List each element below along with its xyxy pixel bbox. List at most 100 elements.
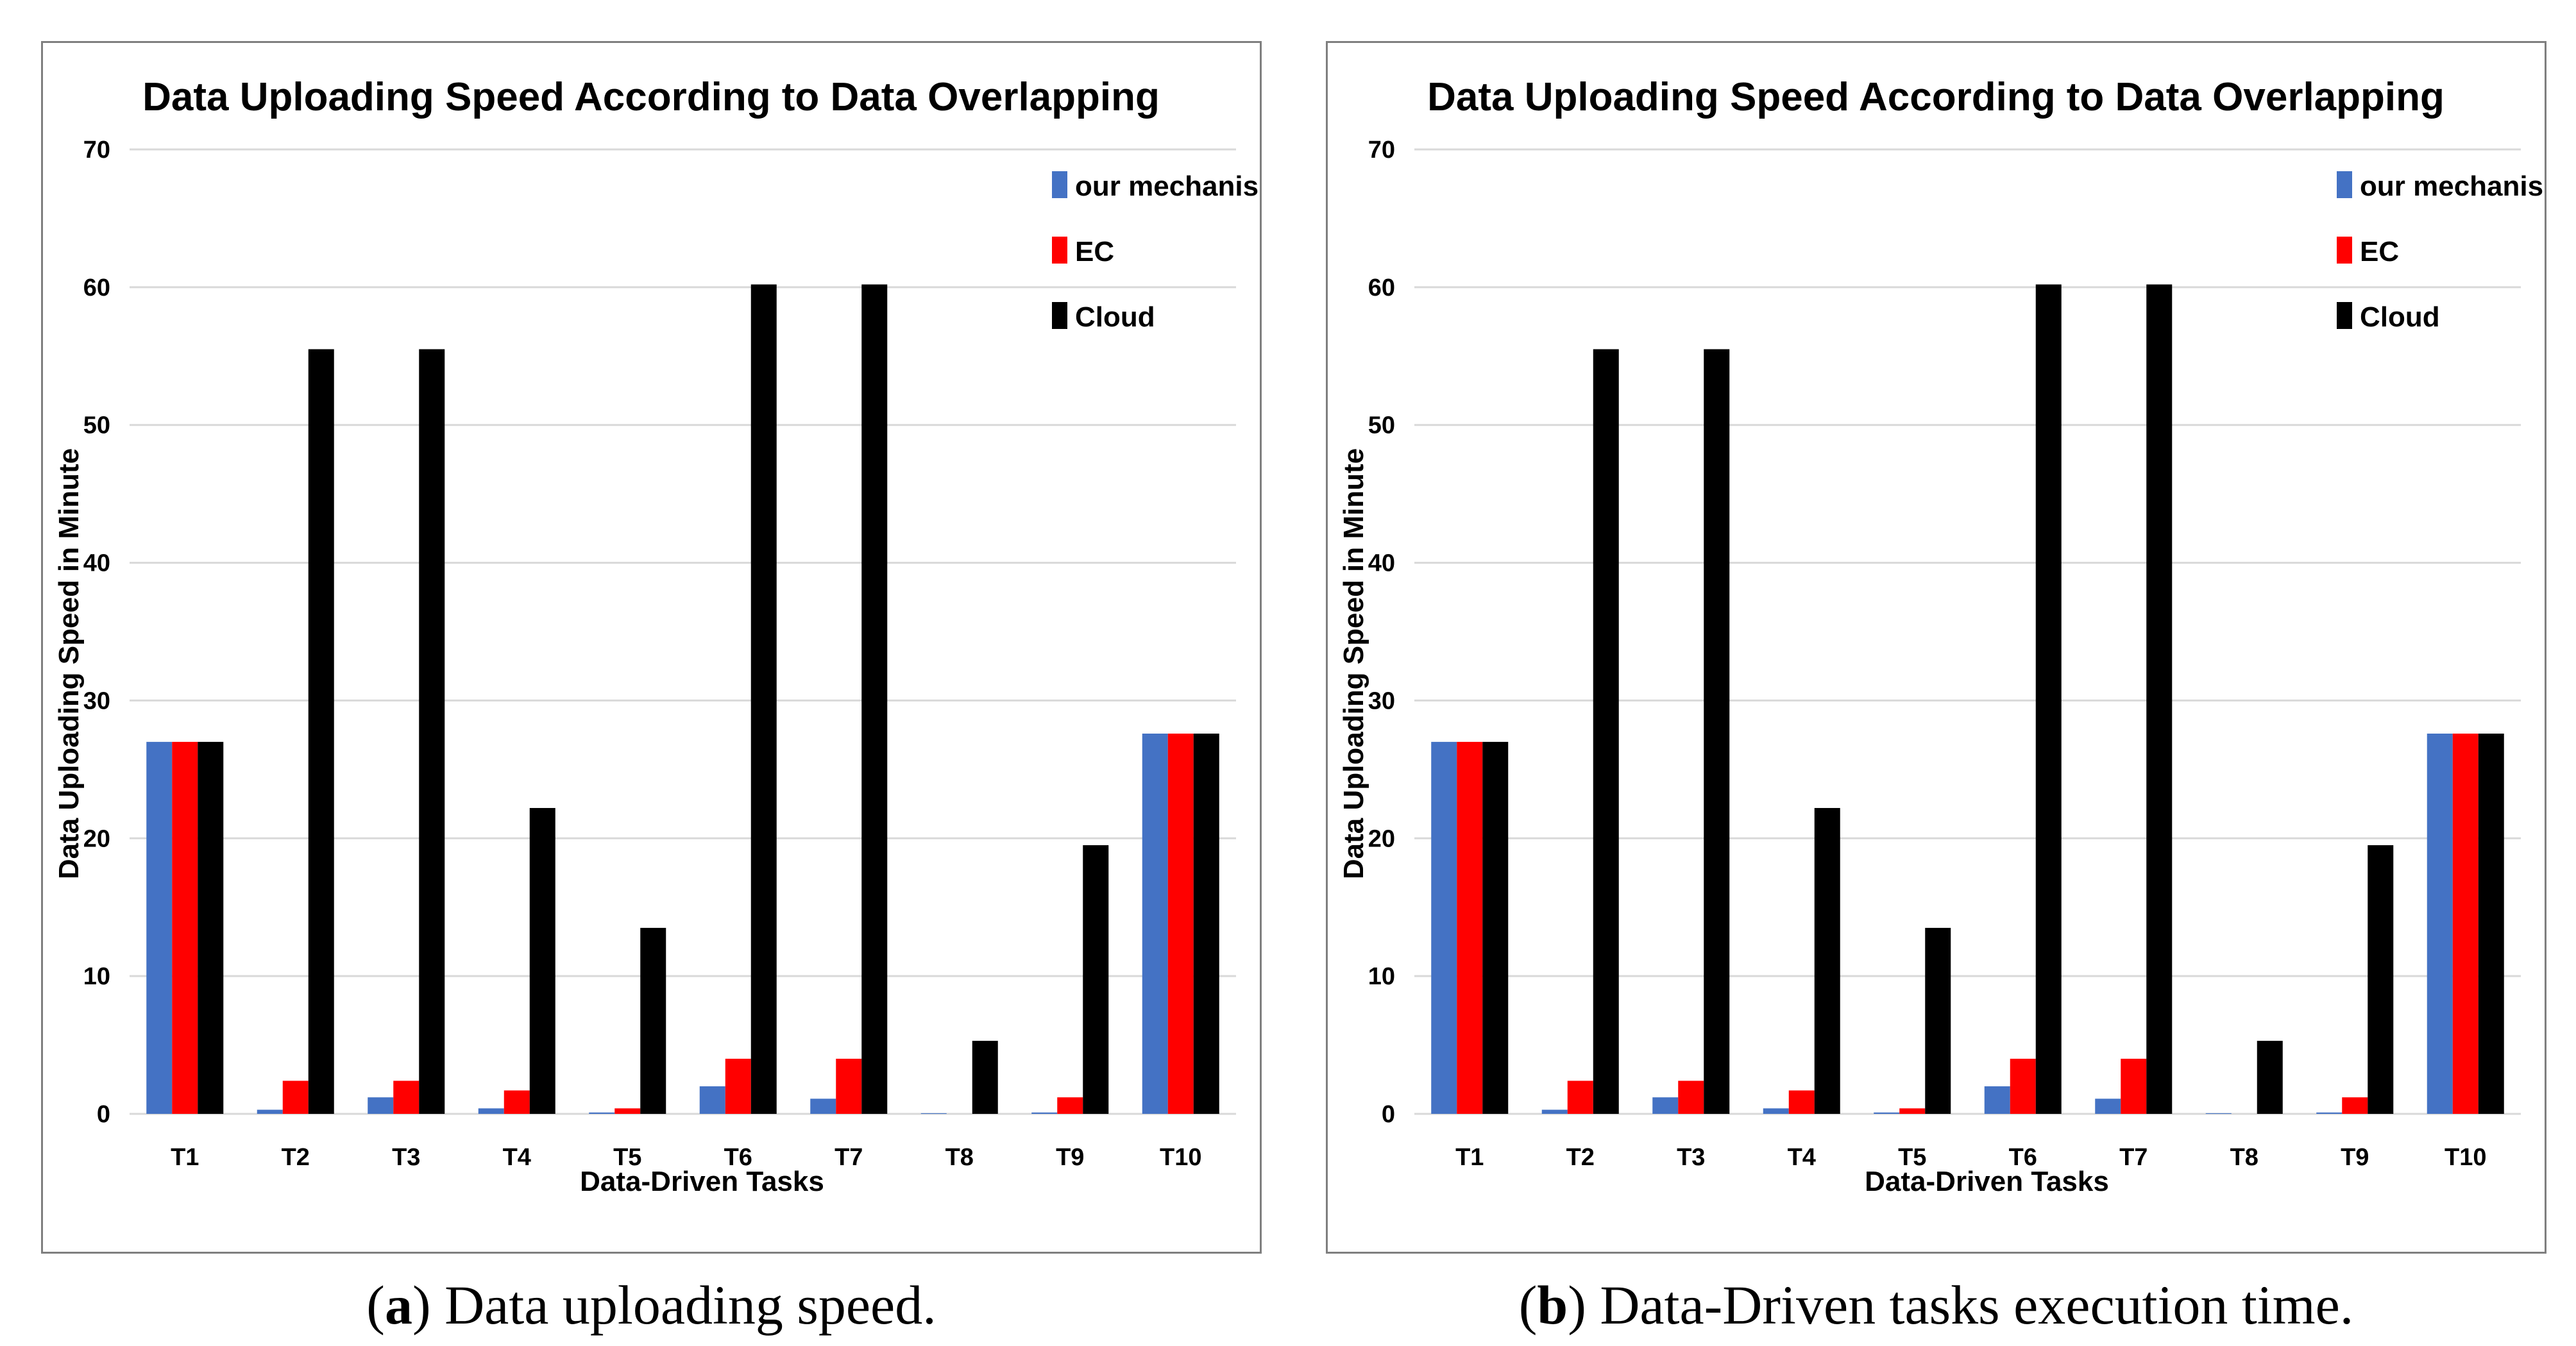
bar-our-mechanism [257,1109,283,1114]
bar-ec [1788,1090,1815,1114]
bar-cloud [861,284,888,1114]
y-tick-label: 20 [1368,825,1395,852]
x-tick-label: T5 [613,1144,641,1171]
x-tick-label: T9 [2341,1144,2369,1171]
chart-panel-a: Data Uploading Speed According to Data O… [41,41,1262,1254]
bar-our-mechanism [146,741,173,1114]
x-tick-label: T2 [1566,1144,1595,1171]
bar-ec [1057,1097,1083,1114]
bar-cloud [529,808,555,1114]
bar-cloud [419,349,445,1114]
bar-ec [172,741,198,1114]
chart-panel-b: Data Uploading Speed According to Data O… [1326,41,2546,1254]
bar-our-mechanism [1652,1097,1679,1114]
bar-our-mechanism [1874,1112,1900,1114]
bar-our-mechanism [699,1086,725,1114]
y-tick-label: 40 [83,550,110,577]
bar-our-mechanism [1763,1108,1789,1114]
bar-cloud [1593,349,1619,1114]
y-axis-label: Data Uploading Speed in Minute [53,448,85,879]
bar-cloud [2257,1041,2283,1114]
y-tick-label: 70 [83,137,110,164]
x-tick-label: T7 [2119,1144,2148,1171]
bar-our-mechanism [1431,741,1457,1114]
caption-b-label: b [1537,1274,1568,1336]
bar-cloud [1482,741,1509,1114]
legend-swatch [2337,237,2352,264]
bar-ec [1457,741,1483,1114]
y-axis-label: Data Uploading Speed in Minute [1338,448,1369,879]
x-tick-label: T6 [724,1144,752,1171]
bar-our-mechanism [1984,1086,2010,1114]
bar-cloud [1814,808,1840,1114]
y-tick-label: 10 [83,963,110,990]
y-tick-label: 30 [83,687,110,714]
bar-ec [504,1090,530,1114]
x-tick-label: T8 [945,1144,974,1171]
y-tick-label: 0 [97,1101,110,1128]
bar-ec [725,1059,751,1114]
bar-ec [1899,1108,1926,1114]
bar-cloud [2478,733,2504,1114]
x-axis-label: Data-Driven Tasks [580,1166,824,1197]
bar-cloud [2146,284,2173,1114]
x-tick-label: T3 [392,1144,420,1171]
bar-our-mechanism [1142,733,1168,1114]
bar-our-mechanism [478,1108,504,1114]
legend-label: EC [1075,236,1114,267]
bar-our-mechanism [1031,1112,1058,1114]
y-tick-label: 10 [1368,963,1395,990]
x-tick-label: T1 [1455,1144,1484,1171]
x-tick-label: T9 [1056,1144,1084,1171]
bar-cloud [1704,349,1730,1114]
chart-title: Data Uploading Speed According to Data O… [142,75,1160,119]
x-tick-label: T1 [171,1144,199,1171]
x-tick-label: T6 [2009,1144,2037,1171]
x-tick-label: T5 [1898,1144,1926,1171]
bar-cloud [2035,284,2062,1114]
y-tick-label: 40 [1368,550,1395,577]
bar-ec [1567,1081,1593,1114]
x-tick-label: T7 [835,1144,863,1171]
bar-ec [282,1081,309,1114]
bar-cloud [750,284,777,1114]
bar-our-mechanism [2205,1113,2232,1114]
y-tick-label: 50 [1368,412,1395,439]
y-tick-label: 0 [1382,1101,1395,1128]
bar-ec [1678,1081,1704,1114]
bar-ec [836,1059,862,1114]
bar-ec [614,1108,641,1114]
legend-swatch [1052,171,1067,198]
bar-cloud [1925,927,1951,1114]
bar-our-mechanism [2316,1112,2343,1114]
y-tick-label: 70 [1368,137,1395,164]
bar-ec [2121,1059,2147,1114]
bar-ec [2342,1097,2368,1114]
bar-ec [393,1081,419,1114]
bar-cloud [1083,845,1109,1114]
x-tick-label: T4 [503,1144,531,1171]
legend-label: Cloud [2360,301,2440,333]
bar-our-mechanism [920,1113,947,1114]
y-tick-label: 60 [83,274,110,301]
chart-b-svg: Data Uploading Speed According to Data O… [1338,75,2545,1197]
x-tick-label: T10 [1160,1144,1201,1171]
y-tick-label: 20 [83,825,110,852]
bar-ec [2452,733,2479,1114]
x-tick-label: T3 [1677,1144,1705,1171]
x-tick-label: T8 [2230,1144,2258,1171]
x-axis-label: Data-Driven Tasks [1865,1166,2109,1197]
legend-label: our mechanism [1075,171,1260,202]
y-tick-label: 30 [1368,687,1395,714]
legend-swatch [2337,302,2352,329]
caption-a: (a) Data uploading speed. [366,1274,936,1336]
legend-label: Cloud [1075,301,1155,333]
bar-ec [1167,733,1194,1114]
x-tick-label: T2 [282,1144,310,1171]
legend-swatch [2337,171,2352,198]
bar-our-mechanism [2095,1098,2121,1114]
caption-b: (b) Data-Driven tasks execution time. [1518,1274,2354,1336]
bar-cloud [308,349,334,1114]
bar-our-mechanism [1541,1109,1568,1114]
bar-cloud [640,927,666,1114]
